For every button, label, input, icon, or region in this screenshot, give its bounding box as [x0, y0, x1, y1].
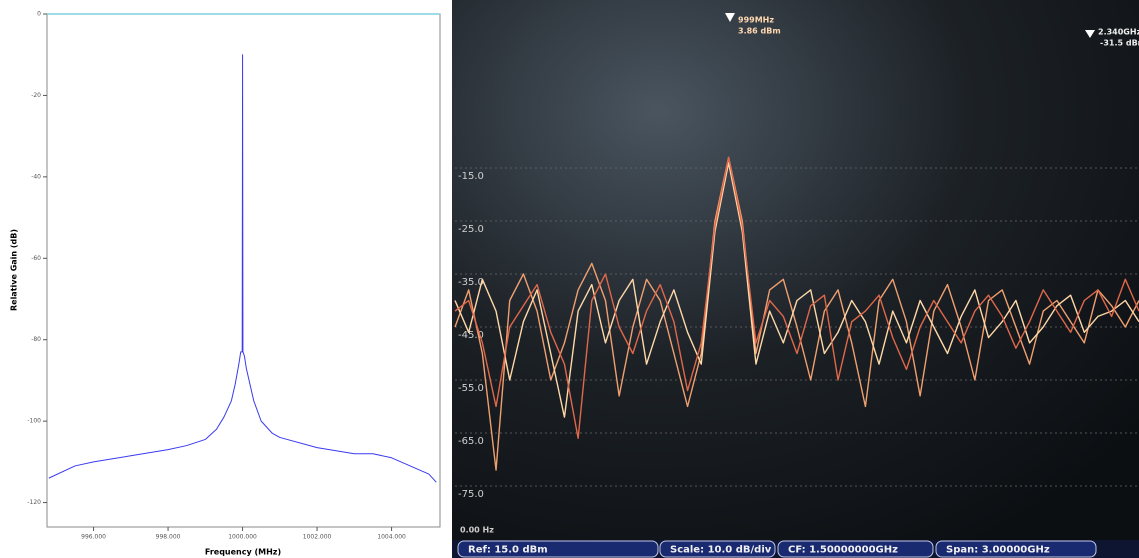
x-tick-label: 1002.000	[303, 534, 332, 541]
annotation: 3.86 dBm	[738, 27, 781, 36]
annotation: 999MHz	[738, 16, 774, 25]
trace	[48, 54, 437, 483]
photo-panel	[452, 0, 1139, 558]
y-tick-label: -100	[27, 418, 41, 425]
status-text: CF: 1.50000000GHz	[788, 545, 898, 556]
y-tick-label: -80	[31, 336, 41, 343]
status-box	[457, 540, 659, 558]
annotation: 2.340GHz	[1098, 28, 1139, 37]
y-tick-label: -15.0	[458, 171, 484, 182]
y-tick-label: -40	[31, 173, 41, 180]
y-axis-label: Relative Gain (dB)	[10, 229, 19, 311]
y-tick-label: -25.0	[458, 224, 484, 235]
status-text: Scale: 10.0 dB/div	[670, 545, 772, 556]
status-box	[659, 540, 776, 558]
marker	[725, 13, 735, 22]
status-box	[777, 540, 934, 558]
x-tick-label: 996.000	[81, 534, 106, 541]
annotation: -31.5 dBm	[1100, 39, 1139, 48]
annotation: 0.00 Hz	[460, 526, 494, 535]
x-tick-label: 998.000	[156, 534, 181, 541]
y-tick-label: -35.0	[458, 277, 484, 288]
x-axis-label: Frequency (MHz)	[205, 548, 281, 557]
y-tick-label: -20	[31, 92, 41, 99]
y-tick-label: -60	[31, 255, 41, 262]
y-tick-label: -45.0	[458, 330, 484, 341]
trace	[454, 162, 1139, 418]
y-tick-label: -75.0	[458, 489, 484, 500]
status-text: Span: 3.00000GHz	[946, 545, 1050, 556]
status-box	[935, 540, 1097, 558]
trace	[454, 156, 1139, 439]
marker	[1085, 30, 1095, 38]
status-text: Ref: 15.0 dBm	[468, 545, 548, 556]
x-tick-label: 1004.000	[377, 534, 406, 541]
y-tick-label: -65.0	[458, 436, 484, 447]
plot-frame	[46, 13, 441, 528]
y-tick-label: -120	[27, 499, 41, 506]
y-tick-label: 0	[37, 11, 41, 18]
y-tick-label: -55.0	[458, 383, 484, 394]
trace	[454, 156, 1139, 471]
x-tick-label: 1000.000	[228, 534, 257, 541]
